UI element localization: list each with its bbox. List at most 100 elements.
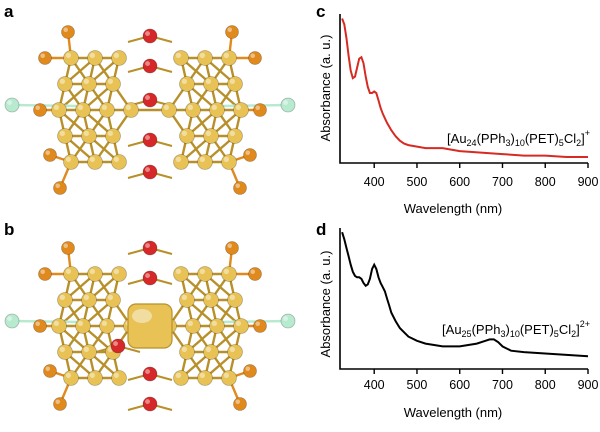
panel-letter-a: a: [4, 2, 14, 21]
gold-atom: [87, 154, 103, 170]
gold-atom: [105, 76, 121, 92]
sulfur-atom: [142, 164, 158, 180]
gold-atom: [179, 292, 195, 308]
chlorine-atom: [4, 313, 20, 329]
phosphorus-atom: [61, 25, 75, 39]
chart-frame: [339, 228, 588, 370]
panel-letter-d: d: [316, 220, 327, 239]
gold-atom: [81, 76, 97, 92]
gold-atom: [81, 292, 97, 308]
gold-atom: [63, 50, 79, 66]
gold-atom: [105, 128, 121, 144]
phosphorus-atom: [225, 241, 239, 255]
gold-atom: [185, 318, 201, 334]
phosphorus-atom: [43, 148, 57, 162]
phosphorus-atom: [33, 103, 47, 117]
x-tick-label: 800: [535, 378, 556, 392]
x-tick-label: 800: [535, 175, 556, 189]
atom-group: [4, 25, 296, 195]
sulfur-atom: [142, 270, 158, 286]
phosphorus-atom: [233, 397, 247, 411]
sulfur-atom: [142, 92, 158, 108]
chart-frame: [339, 14, 588, 164]
gold-atom: [185, 102, 201, 118]
gold-atom: [197, 154, 213, 170]
panel-letter-b: b: [4, 220, 15, 239]
gold-atom: [221, 50, 237, 66]
gold-atom: [227, 128, 243, 144]
x-tick-label: 500: [407, 378, 428, 392]
gold-atom: [179, 128, 195, 144]
gold-atom: [57, 128, 73, 144]
x-tick-label: 900: [578, 378, 599, 392]
panel-letter-c: c: [316, 2, 326, 21]
x-axis-label: Wavelength (nm): [404, 201, 503, 216]
gold-atom: [57, 344, 73, 360]
gold-atom: [203, 76, 219, 92]
y-axis-label: Absorbance (a. u.): [318, 251, 333, 358]
x-tick-label: 700: [492, 175, 513, 189]
gold-atom: [161, 102, 177, 118]
chlorine-atom: [280, 97, 296, 113]
gold-atom: [57, 292, 73, 308]
gold-atom: [75, 102, 91, 118]
gold-atom: [87, 266, 103, 282]
spectrum-line-au25: [341, 231, 589, 358]
gold-atom: [209, 102, 225, 118]
x-axis-label: Wavelength (nm): [404, 405, 503, 420]
phosphorus-atom: [53, 397, 67, 411]
phosphorus-atom: [38, 51, 52, 65]
gold-atom: [111, 266, 127, 282]
axes-lines: [339, 228, 588, 370]
gold-atom: [197, 266, 213, 282]
gold-atom: [63, 154, 79, 170]
phosphorus-atom: [38, 267, 52, 281]
x-tick-label: 900: [578, 175, 599, 189]
phosphorus-atom: [243, 364, 257, 378]
gold-atom: [173, 50, 189, 66]
gold-atom: [57, 76, 73, 92]
gold-atom: [221, 154, 237, 170]
sulfur-atom: [142, 58, 158, 74]
compound-label-au25: [Au25(PPh3)10(PET)5Cl2]2+: [442, 319, 590, 339]
phosphorus-atom: [233, 181, 247, 195]
chlorine-atom: [4, 97, 20, 113]
x-tick-label: 500: [407, 175, 428, 189]
gold-atom: [99, 102, 115, 118]
gold-atom: [179, 76, 195, 92]
gold-atom: [209, 318, 225, 334]
gold-atom: [221, 370, 237, 386]
sulfur-atom: [110, 338, 126, 354]
y-axis-label: Absorbance (a. u.): [318, 35, 333, 142]
axes-lines: [339, 14, 588, 164]
gold-atom: [203, 344, 219, 360]
gold-atom: [173, 154, 189, 170]
x-tick-group: 400 500 600 700 800 900: [364, 369, 599, 392]
x-tick-label: 600: [449, 175, 470, 189]
chlorine-atom: [280, 313, 296, 329]
absorbance-spectrum-c: 400 500 600 700 800 900 Wavelength (nm) Absor…: [318, 14, 599, 216]
x-tick-group: 400 500 600 700 800 900: [364, 163, 599, 189]
gold-atom: [81, 128, 97, 144]
phosphorus-atom: [43, 364, 57, 378]
gold-atom: [51, 318, 67, 334]
central-gold-atom: [127, 303, 173, 349]
gold-atom: [173, 370, 189, 386]
gold-atom: [227, 76, 243, 92]
x-tick-label: 400: [364, 175, 385, 189]
gold-atom: [63, 370, 79, 386]
gold-atom: [51, 102, 67, 118]
gold-atom: [111, 50, 127, 66]
x-tick-label: 700: [492, 378, 513, 392]
gold-atom: [227, 344, 243, 360]
phosphorus-atom: [53, 181, 67, 195]
phosphorus-atom: [253, 319, 267, 333]
gold-atom: [227, 292, 243, 308]
gold-atom: [233, 102, 249, 118]
absorbance-spectrum-d: 400 500 600 700 800 900 Wavelength (nm) Absor…: [318, 228, 599, 420]
gold-atom: [221, 266, 237, 282]
compound-label-au24: [Au24(PPh3)10(PET)5Cl2]+: [447, 128, 590, 148]
gold-atom: [75, 318, 91, 334]
sulfur-atom: [142, 240, 158, 256]
gold-atom: [197, 370, 213, 386]
